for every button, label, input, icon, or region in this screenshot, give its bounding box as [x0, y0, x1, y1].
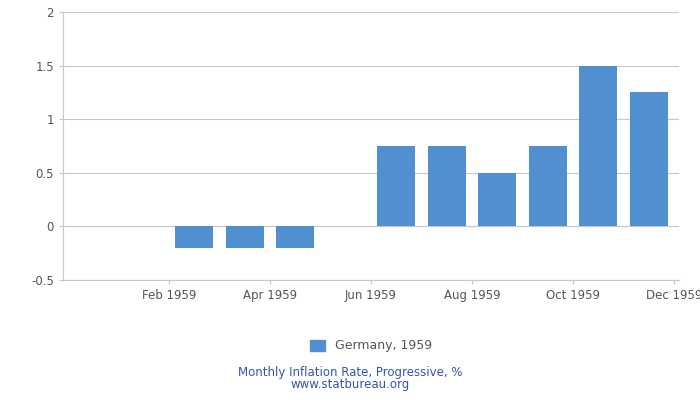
Bar: [428, 146, 466, 226]
Bar: [377, 146, 415, 226]
Bar: [226, 226, 264, 248]
Bar: [528, 146, 567, 226]
Bar: [175, 226, 214, 248]
Bar: [580, 66, 617, 226]
Bar: [276, 226, 314, 248]
Bar: [630, 92, 668, 226]
Text: Monthly Inflation Rate, Progressive, %: Monthly Inflation Rate, Progressive, %: [238, 366, 462, 379]
Bar: [478, 173, 516, 226]
Legend: Germany, 1959: Germany, 1959: [305, 334, 437, 358]
Text: www.statbureau.org: www.statbureau.org: [290, 378, 410, 391]
